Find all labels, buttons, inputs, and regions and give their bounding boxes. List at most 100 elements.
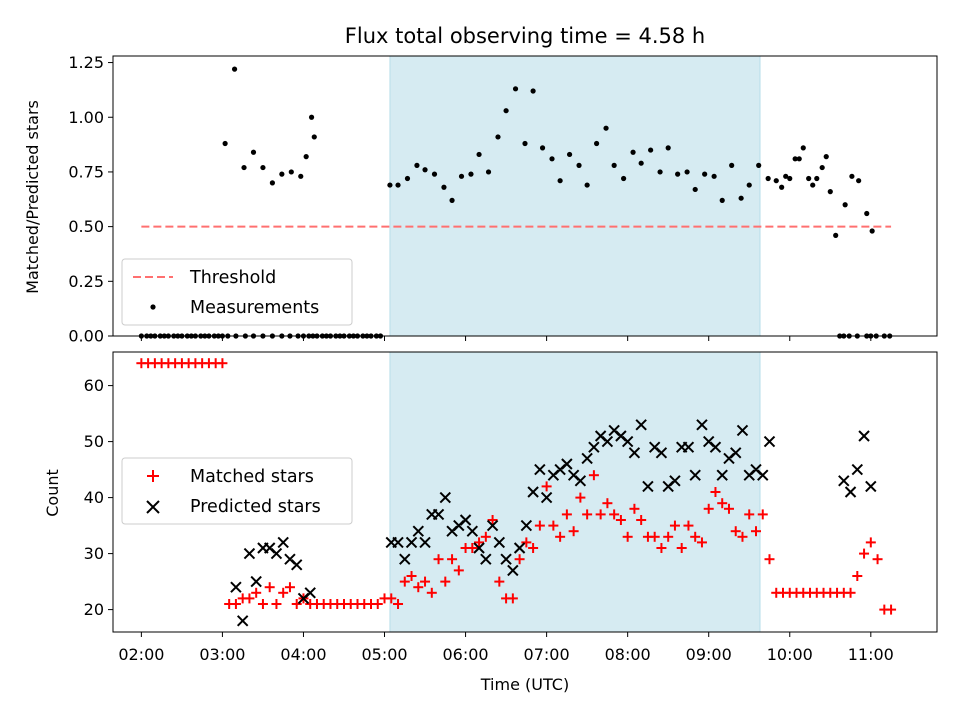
predicted-star-point: [851, 463, 864, 476]
measurement-point: [849, 173, 855, 179]
predicted-star-point: [493, 536, 506, 549]
predicted-star-point: [696, 419, 708, 431]
matched-star-point: [723, 503, 734, 514]
matched-star-point: [386, 593, 397, 604]
measurement-point: [566, 151, 573, 158]
matched-star-point: [629, 503, 640, 514]
predicted-star-point: [236, 615, 249, 627]
matched-star-point: [649, 531, 660, 542]
bottom-legend: Matched stars Predicted stars: [121, 457, 353, 525]
predicted-star-point: [588, 441, 600, 453]
matched-star-point: [548, 520, 559, 531]
predicted-star-point: [439, 491, 452, 504]
predicted-star-point: [601, 435, 614, 448]
predicted-star-point: [500, 553, 512, 565]
matched-star-point: [582, 509, 593, 520]
measurement-point: [692, 186, 698, 193]
matched-star-point: [278, 587, 289, 598]
measurement-point: [833, 232, 839, 238]
predicted-star-point: [730, 447, 742, 459]
x-tick-label: 04:00: [280, 645, 326, 664]
predicted-star-point: [621, 435, 634, 448]
x-tick-label: 07:00: [524, 645, 570, 664]
y-tick-label: 0.25: [68, 272, 104, 291]
measurement-point: [729, 162, 735, 168]
predicted-star-point: [250, 575, 262, 588]
measurement-point: [783, 173, 789, 179]
matched-star-point: [609, 509, 620, 520]
observing-span-top: [389, 55, 761, 337]
y-tick-label: 20: [84, 600, 104, 619]
matched-star-point: [291, 599, 302, 609]
measurement-point: [819, 164, 825, 171]
predicted-star-point: [858, 430, 870, 442]
matched-star-point: [568, 526, 579, 537]
measurement-point: [441, 184, 447, 190]
measurement-point: [395, 182, 401, 188]
predicted-star-point: [669, 475, 681, 487]
predicted-star-point: [459, 514, 472, 526]
y-tick-label: 30: [84, 544, 104, 563]
observing-span-bottom: [389, 351, 761, 633]
measurement-point: [260, 164, 266, 171]
predicted-star-point: [304, 587, 316, 599]
predicted-star-point: [507, 564, 519, 577]
measurement-point: [787, 175, 793, 182]
measurement-point: [657, 169, 663, 175]
predicted-star-point: [412, 525, 424, 537]
predicted-star-point: [635, 419, 647, 431]
measurement-point: [279, 171, 285, 177]
measurement-point: [773, 178, 779, 184]
y-tick-label: 0.75: [68, 162, 104, 181]
matched-star-point: [595, 509, 606, 520]
predicted-star-point: [561, 458, 573, 470]
x-tick-label: 03:00: [199, 645, 245, 664]
matched-star-point: [575, 492, 586, 503]
legend-threshold-label: Threshold: [189, 268, 276, 288]
measurement-point: [495, 134, 501, 140]
predicted-star-point: [534, 463, 546, 476]
matched-star-point: [413, 582, 424, 593]
legend-matched-swatch: [147, 470, 159, 482]
measurement-point: [864, 210, 870, 217]
matched-star-point: [561, 509, 572, 520]
predicted-star-point: [844, 486, 857, 498]
x-tick-label: 05:00: [361, 645, 407, 664]
measurement-point: [779, 184, 785, 190]
matched-star-point: [244, 593, 255, 604]
matched-star-point: [406, 571, 417, 581]
measurement-point: [856, 178, 862, 184]
matched-star-point: [690, 531, 701, 542]
predicted-star-point: [642, 480, 654, 493]
measurement-point: [241, 164, 247, 171]
measurement-point: [311, 134, 317, 140]
matched-star-point: [474, 537, 485, 548]
matched-star-point: [487, 515, 498, 525]
top-ylabel: Matched/Predicted stars: [23, 100, 42, 294]
matched-star-point: [399, 576, 410, 587]
predicted-star-point: [473, 542, 485, 554]
y-tick-label: 50: [84, 432, 104, 451]
measurement-point: [584, 182, 590, 188]
measurement-point: [298, 173, 304, 179]
predicted-star-point: [432, 508, 445, 521]
matched-star-point: [615, 515, 626, 525]
measurement-point: [449, 197, 455, 203]
predicted-star-point: [399, 553, 411, 565]
measurement-point: [746, 182, 752, 188]
matched-star-point: [676, 543, 687, 553]
predicted-star-point: [838, 475, 850, 487]
measurement-point: [796, 156, 802, 162]
matched-star-point: [264, 582, 275, 593]
matched-star-point: [710, 487, 721, 497]
x-tick-label: 10:00: [767, 645, 813, 664]
measurement-point: [530, 88, 536, 94]
measurement-point: [711, 173, 717, 179]
measurement-point: [485, 169, 492, 175]
matched-star-point: [865, 537, 876, 548]
x-tick-label: 06:00: [443, 645, 489, 664]
matched-star-point: [467, 543, 478, 553]
matched-star-point: [737, 531, 748, 542]
measurement-point: [557, 178, 563, 184]
